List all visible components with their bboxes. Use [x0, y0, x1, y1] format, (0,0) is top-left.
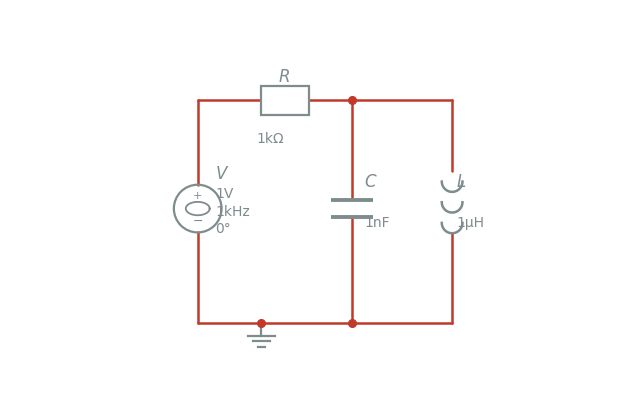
Text: R: R [279, 68, 290, 85]
Text: 0°: 0° [215, 222, 231, 236]
Text: −: − [193, 214, 203, 228]
Text: 1kHz: 1kHz [215, 205, 250, 219]
Text: 1kΩ: 1kΩ [257, 132, 284, 146]
FancyBboxPatch shape [261, 86, 309, 115]
Text: V: V [215, 165, 226, 183]
Text: 1nF: 1nF [365, 216, 391, 230]
Text: 1V: 1V [215, 187, 233, 201]
Text: +: + [193, 191, 202, 201]
Text: 1μH: 1μH [457, 216, 485, 230]
Text: L: L [457, 173, 466, 190]
Text: C: C [365, 173, 377, 190]
